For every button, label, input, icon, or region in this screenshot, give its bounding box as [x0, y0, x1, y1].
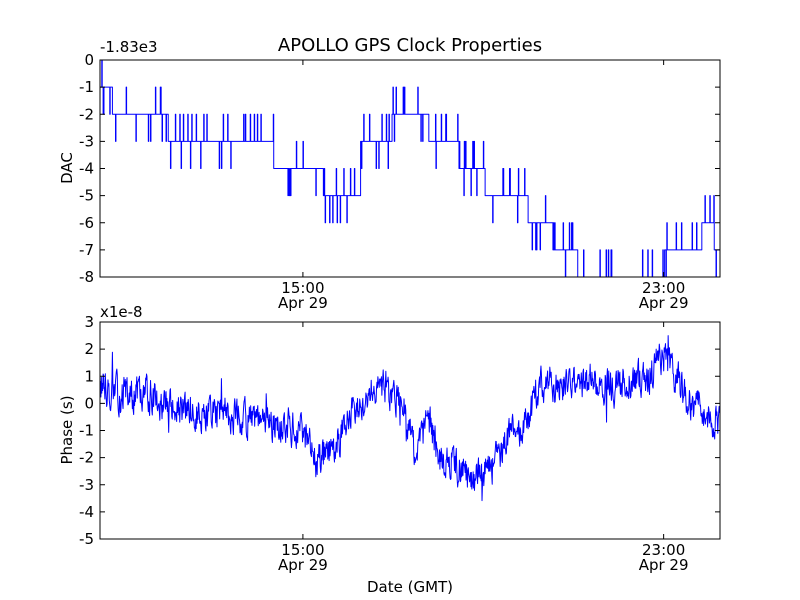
bottom-ytick-label: -4	[79, 503, 94, 521]
top-ylabel: DAC	[58, 152, 76, 184]
bottom-plot-area	[100, 322, 720, 539]
top-ytick-label: -6	[79, 214, 94, 232]
top-ytick-label: 0	[84, 51, 94, 69]
bottom-xtick-date: Apr 29	[278, 556, 328, 574]
bottom-ytick-label: 2	[84, 340, 94, 358]
bottom-series-layer	[99, 335, 721, 502]
top-plot-frame	[99, 59, 721, 278]
bottom-ytick-label: 0	[84, 394, 94, 412]
top-offset-label: -1.83e3	[100, 38, 158, 56]
chart-title: APOLLO GPS Clock Properties	[278, 35, 542, 56]
top-ytick-label: -1	[79, 78, 94, 96]
bottom-ytick-label: -5	[79, 530, 94, 548]
top-plot-area	[100, 60, 720, 277]
bottom-ylabel: Phase (s)	[58, 395, 76, 464]
top-ytick-label: -8	[79, 268, 94, 286]
top-ytick-label: -7	[79, 241, 94, 259]
bottom-ytick-label: -2	[79, 449, 94, 467]
bottom-ytick-label: 1	[84, 367, 94, 385]
top-xtick-time: 23:00	[642, 279, 685, 297]
bottom-offset-label: x1e-8	[100, 303, 143, 321]
top-series-line	[99, 59, 721, 278]
bottom-xtick-time: 23:00	[642, 541, 685, 559]
bottom-ytick-label: -3	[79, 476, 94, 494]
bottom-xtick-time: 15:00	[281, 541, 324, 559]
top-xtick-date: Apr 29	[639, 294, 689, 312]
top-ytick-label: -3	[79, 132, 94, 150]
top-ytick-label: -5	[79, 187, 94, 205]
x-axis-label: Date (GMT)	[367, 578, 453, 596]
bottom-ytick-label: 3	[84, 313, 94, 331]
top-xtick-date: Apr 29	[278, 294, 328, 312]
top-xtick-time: 15:00	[281, 279, 324, 297]
top-ytick-label: -4	[79, 160, 94, 178]
bottom-xtick-date: Apr 29	[639, 556, 689, 574]
top-series-layer	[99, 59, 721, 278]
bottom-ytick-label: -1	[79, 422, 94, 440]
bottom-plot-frame	[99, 321, 721, 540]
bottom-series-line	[99, 335, 721, 502]
top-ytick-label: -2	[79, 105, 94, 123]
